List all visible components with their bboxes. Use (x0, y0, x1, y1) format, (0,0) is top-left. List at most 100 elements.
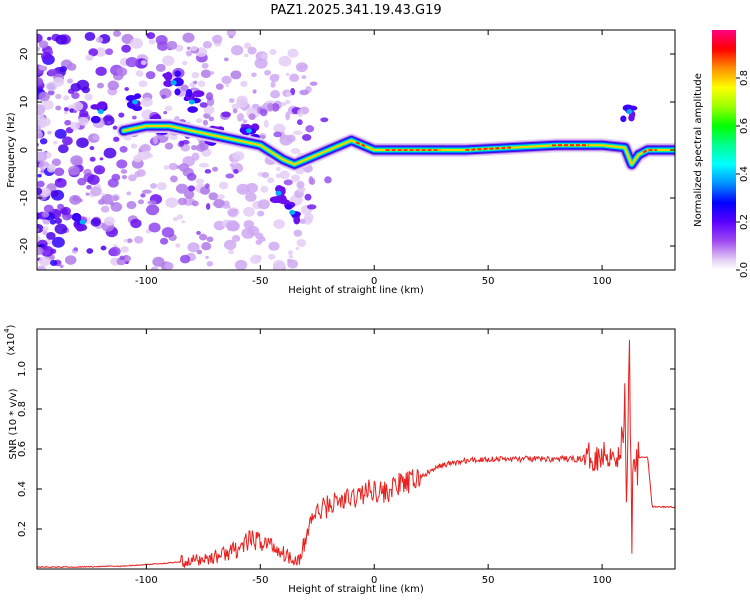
spectrogram-noise-blob (88, 48, 99, 57)
spectrogram-cluster-blob (76, 224, 85, 232)
spectrogram-noise-blob (195, 178, 205, 185)
spectrogram-noise-blob (186, 172, 197, 181)
spectrogram-noise-blob (37, 246, 44, 256)
spectrogram-noise-blob (268, 253, 276, 260)
spectrogram-noise-blob (130, 218, 142, 229)
spectrogram-noise-blob (37, 180, 45, 188)
spectrogram-noise-blob (163, 111, 168, 115)
spectrogram-noise-blob (286, 91, 292, 97)
spectrogram-noise-blob (232, 108, 238, 114)
spectrogram-noise-blob (63, 107, 69, 112)
spectrogram-noise-blob (226, 30, 237, 37)
spectrogram-noise-blob (85, 54, 94, 61)
spectrogram-noise-blob (67, 88, 75, 94)
snr-x-tick-label: 100 (593, 575, 612, 586)
spectrogram-noise-blob (164, 105, 173, 112)
spectrogram-noise-blob (218, 181, 229, 190)
spectrogram-noise-blob (141, 97, 153, 107)
snr-y-tick-label: 0.2 (17, 521, 28, 537)
spectrogram-noise-blob (260, 185, 269, 193)
spectrogram-noise-blob (57, 144, 69, 154)
spectrogram-noise-blob (191, 71, 200, 79)
spectrogram-noise-blob (182, 60, 188, 66)
spectrogram-noise-blob (152, 135, 159, 145)
spectrogram-noise-blob (54, 167, 65, 177)
spectrogram-noise-blob (324, 176, 332, 184)
spectrogram-cluster-blob (90, 115, 101, 124)
spectrogram-noise-blob (230, 45, 244, 56)
spectrogram-noise-blob (166, 40, 178, 50)
colorbar-ticks: 0.0 0.2 0.4 0.6 0.8 (736, 70, 750, 278)
spectrogram-noise-blob (40, 245, 54, 257)
spectrogram-noise-blob (242, 119, 248, 124)
spectrogram-noise-blob (263, 119, 269, 128)
spectrogram-noise-blob (269, 73, 280, 82)
spectrogram-cluster-core (131, 99, 138, 105)
spectrogram-noise-blob (276, 166, 281, 172)
spectrogram-noise-blob (47, 89, 55, 96)
spectrogram-cluster-blob (293, 215, 301, 225)
spectrogram-noise-blob (275, 173, 282, 178)
spectrogram-noise-blob (39, 187, 51, 198)
spectrogram-noise-blob (161, 94, 167, 99)
spectrogram-noise-blob (37, 46, 41, 52)
spectrogram-noise-blob (270, 81, 276, 88)
spectrogram-cluster-core (97, 109, 104, 115)
spectrogram-noise-blob (89, 145, 95, 151)
spectrogram-noise-blob (53, 140, 58, 145)
spectrogram-noise-blob (78, 116, 89, 126)
spectrogram-noise-blob (90, 218, 101, 227)
spectrogram-noise-blob (49, 219, 57, 225)
snr-series-line (37, 339, 675, 569)
spectrogram-noise-blob (228, 98, 235, 103)
spectrogram-noise-blob (113, 136, 120, 142)
spectrogram-noise-blob (126, 191, 132, 196)
spectrogram-noise-blob (199, 102, 208, 108)
spectrogram-noise-blob (54, 217, 63, 224)
spectrogram-ridge-peak (642, 149, 657, 154)
spectrogram-noise-blob (103, 216, 115, 226)
spectrogram-noise-blob (205, 203, 211, 210)
spectrogram-cluster-core (275, 190, 282, 196)
colorbar-gradient (712, 30, 736, 270)
spectrogram-noise-blob (243, 220, 255, 229)
spectrogram-noise-blob (303, 64, 308, 68)
spectrogram-noise-blob (165, 197, 179, 208)
spectrogram-noise-blob (121, 174, 127, 180)
spectrogram-noise-blob (296, 239, 307, 247)
spectrogram-noise-blob (191, 152, 200, 161)
spectrogram-noise-blob (124, 87, 130, 91)
spectrogram-noise-blob (130, 143, 138, 149)
spectrogram-noise-blob (86, 248, 94, 254)
spectrogram-noise-blob (110, 202, 123, 212)
spectrogram-noise-blob (85, 192, 90, 196)
spectrogram-noise-blob (230, 70, 242, 80)
colorbar-tick-label: 0.2 (739, 214, 750, 230)
spectrogram-noise-blob (123, 254, 128, 259)
spectrogram-noise-blob (87, 174, 100, 185)
spectrogram-noise-blob (175, 243, 181, 248)
spectrogram-noise-blob (243, 53, 249, 58)
spectrogram-noise-blob (320, 117, 329, 123)
spectrogram-noise-blob (163, 165, 170, 170)
spectrogram-cluster-blob (174, 70, 181, 77)
spectrogram-noise-blob (47, 68, 57, 77)
spectrogram-noise-blob (288, 254, 294, 259)
spectrogram-noise-blob (99, 157, 104, 161)
spectrogram-noise-blob (97, 198, 106, 205)
spectrogram-noise-blob (191, 144, 198, 151)
spectrogram-noise-blob (267, 177, 275, 184)
spectrogram-y-tick-label: -10 (19, 190, 30, 206)
spectrogram-noise-blob (281, 101, 287, 107)
spectrogram-noise-blob (130, 37, 143, 49)
spectrogram-noise-blob (205, 255, 209, 259)
spectrogram-noise-blob (305, 125, 315, 133)
spectrogram-cluster-blob (187, 106, 198, 113)
spectrogram-noise-blob (255, 255, 262, 261)
spectrogram-noise-blob (187, 185, 196, 192)
spectrogram-noise-blob (287, 258, 292, 263)
spectrogram-noise-blob (184, 190, 195, 199)
spectrogram-noise-blob (162, 55, 175, 66)
spectrogram-noise-blob (37, 104, 46, 116)
